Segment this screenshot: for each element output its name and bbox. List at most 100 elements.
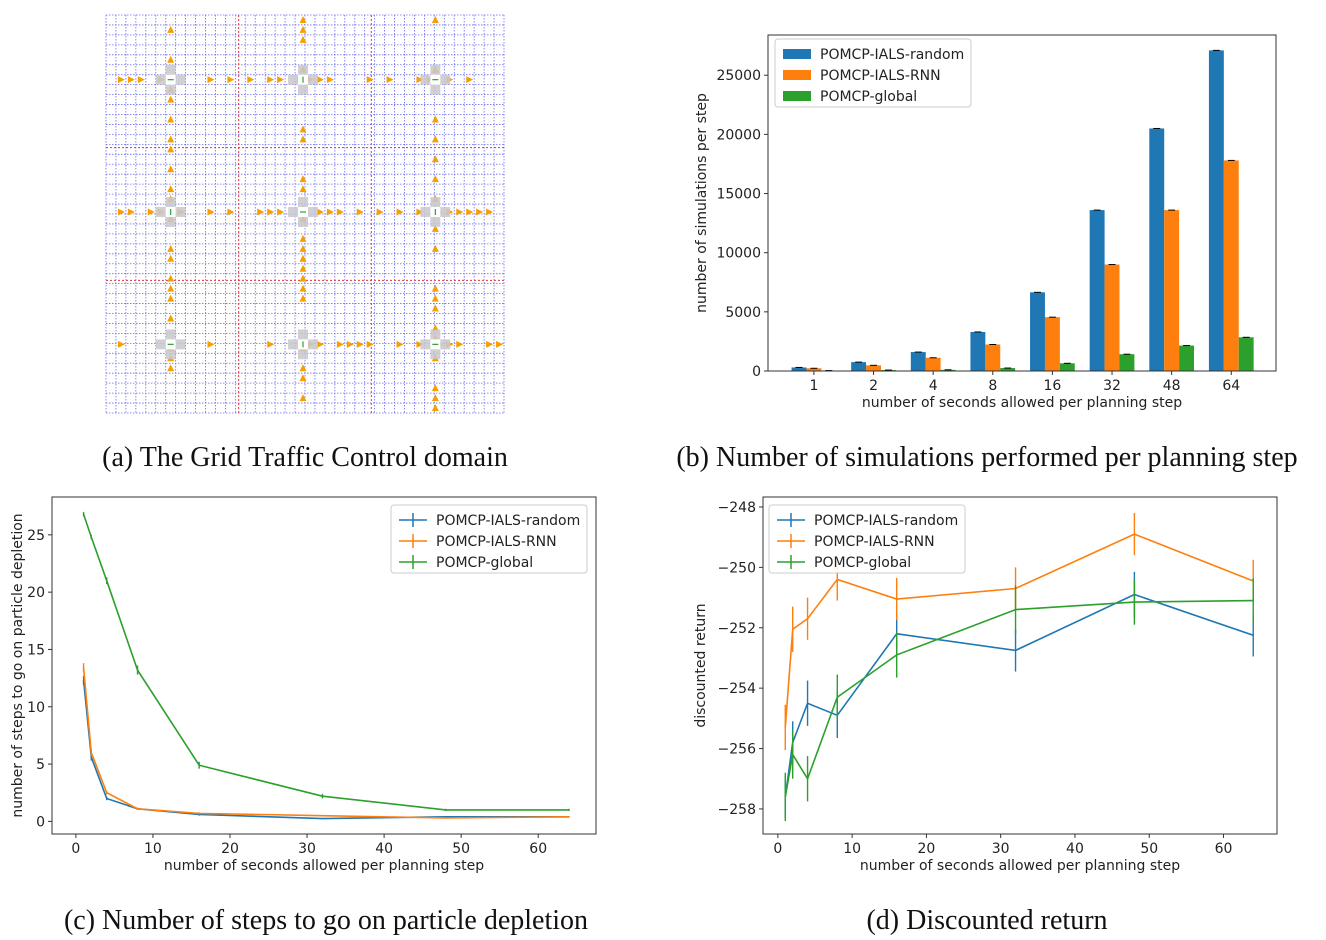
series-line (784, 533, 1254, 728)
bar (1104, 264, 1120, 371)
legend-swatch (783, 49, 811, 59)
car-right-icon (336, 208, 344, 216)
chart-steps-to-particle-depletion: 0 10 20 30 40 50 60 0 5 10 15 20 25 number of seconds… (10, 496, 597, 874)
axes-frame (762, 496, 1278, 835)
car-right-icon (366, 76, 374, 84)
chart-discounted-return: 0 10 20 30 40 50 60 −258 −256 −254 −252 −250 −248 num… (693, 496, 1278, 874)
car-up-icon (299, 364, 307, 372)
car-up-icon (167, 95, 175, 103)
x-tick-label: 32 (1103, 378, 1121, 394)
car-right-icon (356, 208, 364, 216)
car-right-icon (117, 340, 125, 348)
car-right-icon (366, 340, 374, 348)
bar (1044, 317, 1060, 371)
y-tick-label: 10 (27, 700, 45, 716)
car-right-icon (207, 208, 215, 216)
car-right-icon (117, 76, 125, 84)
bar (866, 365, 881, 371)
car-up-icon (167, 254, 175, 262)
car-up-icon (167, 165, 175, 173)
car-up-icon (167, 55, 175, 63)
x-tick-label: 10 (144, 841, 162, 857)
x-tick-label: 20 (221, 841, 239, 857)
car-right-icon (416, 340, 424, 348)
car-right-icon (227, 76, 235, 84)
y-tick-label: 5000 (725, 305, 761, 321)
axes-frame (51, 496, 597, 835)
y-tick-label: 0 (36, 814, 45, 830)
x-tick-label: 10 (843, 841, 861, 857)
car-up-icon (299, 185, 307, 193)
axes-frame (767, 34, 1277, 372)
car-up-icon (431, 175, 439, 183)
legend-label-0: POMCP-IALS-random (814, 513, 958, 529)
bar (1149, 128, 1165, 371)
y-tick-label: 0 (752, 364, 761, 380)
car-right-icon (277, 208, 285, 216)
legend-label-2: POMCP-global (436, 555, 533, 571)
x-tick-label: 20 (917, 841, 935, 857)
series-line (82, 513, 570, 811)
car-up-icon (299, 274, 307, 282)
legend-label-2: POMCP-global (820, 89, 917, 105)
x-tick-label: 30 (298, 841, 316, 857)
car-up-icon (167, 294, 175, 302)
car-right-icon (476, 208, 484, 216)
bar (1000, 368, 1016, 371)
x-tick-label: 48 (1163, 378, 1181, 394)
car-up-icon (431, 384, 439, 392)
car-up-icon (167, 284, 175, 292)
car-up-icon (431, 394, 439, 402)
car-up-icon (299, 254, 307, 262)
car-up-icon (431, 304, 439, 312)
x-axis-label: number of seconds allowed per planning s… (860, 858, 1180, 874)
car-right-icon (227, 208, 235, 216)
y-tick-label: 15 (27, 642, 45, 658)
car-up-icon (299, 25, 307, 33)
y-tick-label: 20000 (716, 127, 761, 143)
x-tick-label: 30 (992, 841, 1010, 857)
car-right-icon (466, 76, 474, 84)
y-tick-label: 5 (36, 757, 45, 773)
legend-label-2: POMCP-global (814, 555, 911, 571)
car-right-icon (376, 208, 384, 216)
legend-swatch (783, 70, 811, 80)
car-up-icon (431, 284, 439, 292)
y-tick-label: 25000 (716, 68, 761, 84)
y-tick-label: 10000 (716, 246, 761, 262)
bar (1223, 160, 1239, 371)
car-right-icon (326, 208, 334, 216)
car-up-icon (299, 175, 307, 183)
car-up-icon (299, 264, 307, 272)
caption-a: (a) The Grid Traffic Control domain (102, 442, 508, 473)
car-right-icon (486, 340, 494, 348)
car-up-icon (431, 155, 439, 163)
x-tick-label: 64 (1222, 378, 1240, 394)
car-right-icon (396, 340, 404, 348)
car-up-icon (431, 15, 439, 23)
car-right-icon (277, 76, 285, 84)
car-up-icon (167, 25, 175, 33)
bar (1208, 50, 1224, 372)
car-up-icon (431, 224, 439, 232)
car-right-icon (247, 76, 255, 84)
bar (1059, 363, 1075, 371)
car-up-icon (167, 244, 175, 252)
series-line (784, 593, 1254, 797)
car-right-icon (456, 208, 464, 216)
bar (1119, 354, 1135, 371)
car-up-icon (167, 145, 175, 153)
car-right-icon (396, 208, 404, 216)
legend-label-1: POMCP-IALS-RNN (814, 534, 935, 550)
x-tick-label: 4 (929, 378, 938, 394)
bar (1179, 345, 1195, 371)
legend-label-1: POMCP-IALS-RNN (436, 534, 557, 550)
series-line (784, 599, 1254, 797)
car-right-icon (416, 208, 424, 216)
car-up-icon (299, 394, 307, 402)
car-right-icon (127, 208, 135, 216)
x-tick-label: 2 (869, 378, 878, 394)
car-up-icon (299, 294, 307, 302)
series-line (82, 667, 570, 819)
